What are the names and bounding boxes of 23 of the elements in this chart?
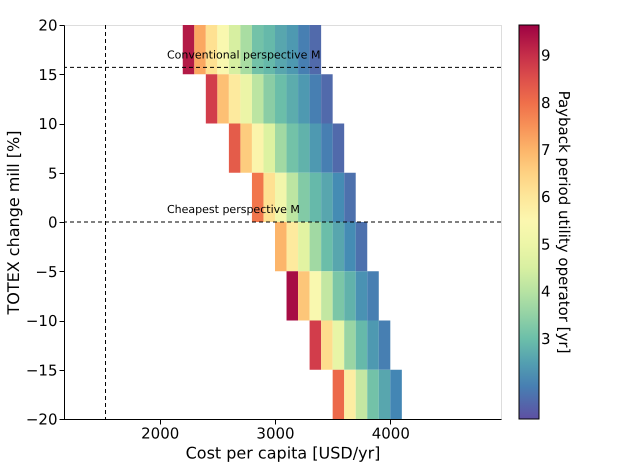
color-bar-label: 6 — [541, 188, 551, 206]
ref-line-label: Cheapest perspective M — [167, 203, 300, 216]
y-tick-label: −5 — [35, 262, 58, 281]
x-axis-title: Cost per capita [USD/yr] — [186, 444, 380, 462]
y-tick-label: −20 — [26, 410, 58, 428]
color-bar-label: 9 — [541, 46, 551, 65]
x-tick-label: 3000 — [256, 424, 295, 442]
color-bar-title: Payback period utility operator [yr] — [555, 90, 573, 354]
color-bar-label: 7 — [541, 141, 551, 160]
color-bar-label: 4 — [541, 282, 551, 301]
y-tick-label: 20 — [38, 16, 58, 34]
y-axis-title: TOTEX change mill [%] — [4, 130, 23, 316]
x-tick-label: 2000 — [141, 424, 180, 442]
color-bar-label: 8 — [541, 94, 551, 112]
color-bar-label: 5 — [541, 235, 551, 254]
y-tick-label: −15 — [26, 361, 58, 380]
color-bar-label: 3 — [541, 330, 551, 348]
x-tick-label: 4000 — [372, 424, 410, 442]
y-tick-label: 5 — [48, 164, 58, 182]
y-tick-label: 10 — [38, 115, 58, 133]
y-tick-label: 0 — [48, 214, 58, 232]
y-tick-label: 15 — [38, 66, 58, 84]
y-tick-label: −10 — [26, 312, 58, 330]
